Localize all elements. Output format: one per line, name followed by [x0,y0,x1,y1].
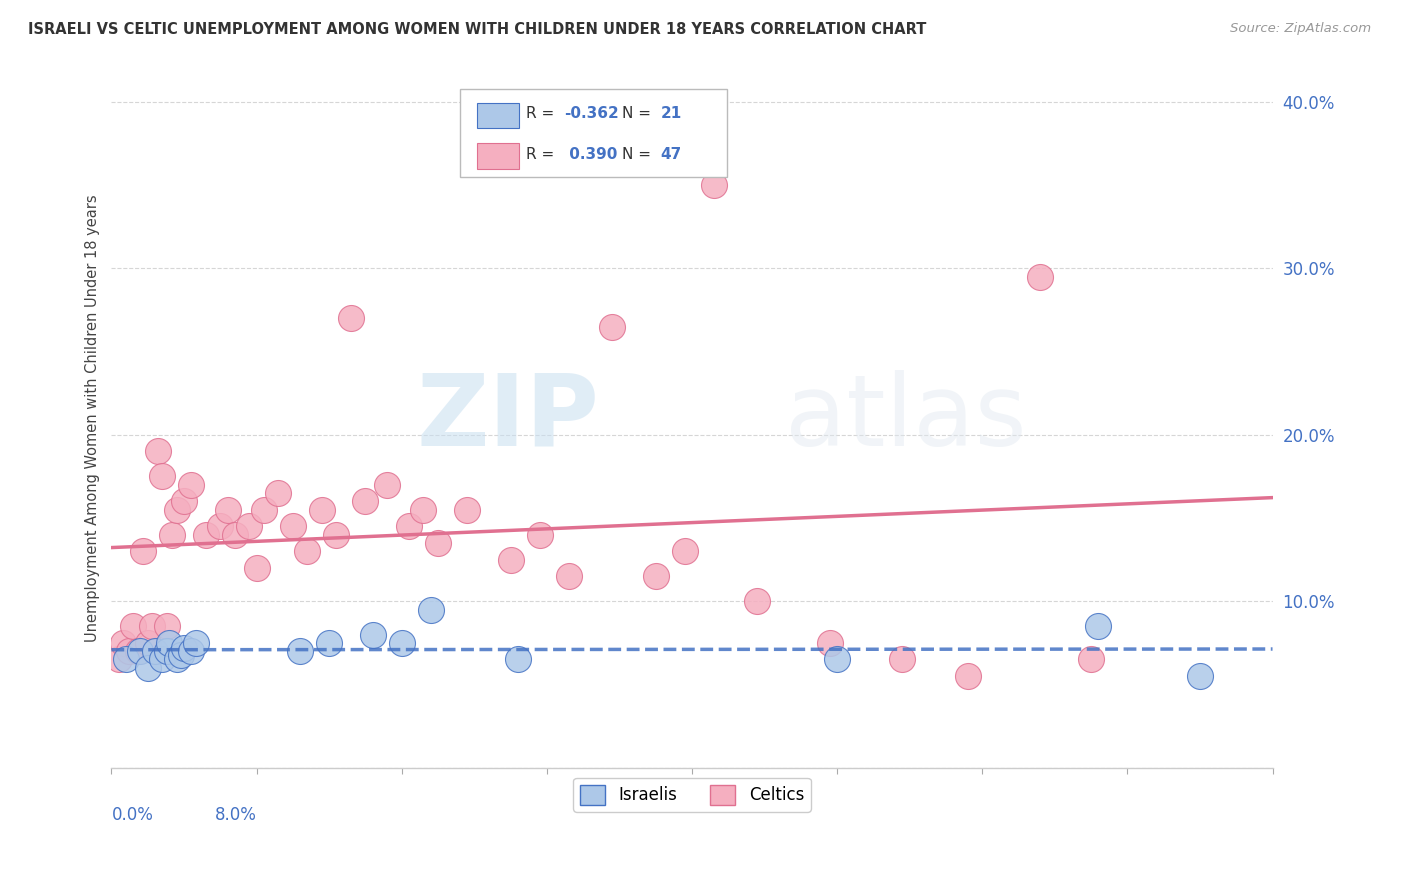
FancyBboxPatch shape [477,103,519,128]
Legend: Israelis, Celtics: Israelis, Celtics [574,778,811,812]
Point [166,502,188,516]
Point [136,636,159,650]
Point [238,519,260,533]
Point [166,652,188,666]
Point [184,636,207,650]
Point [825,652,848,666]
Point [194,527,217,541]
Point [318,636,340,650]
Point [155,644,177,658]
Point [107,652,129,666]
Point [398,519,420,533]
Text: 47: 47 [661,147,682,162]
Point [340,311,363,326]
Y-axis label: Unemployment Among Women with Children Under 18 years: Unemployment Among Women with Children U… [86,194,100,642]
Text: Source: ZipAtlas.com: Source: ZipAtlas.com [1230,22,1371,36]
Point [456,502,478,516]
Point [703,178,725,192]
Point [361,627,384,641]
Text: R =: R = [526,147,560,162]
Point [129,644,152,658]
Point [224,527,246,541]
Point [1080,652,1102,666]
FancyBboxPatch shape [477,144,519,169]
Point [311,502,333,516]
Point [245,561,267,575]
Text: atlas: atlas [785,369,1026,467]
Text: ZIP: ZIP [416,369,599,467]
Point [644,569,666,583]
Point [253,502,276,516]
Point [209,519,232,533]
FancyBboxPatch shape [460,89,727,177]
Point [557,569,579,583]
Point [155,619,177,633]
Point [600,319,623,334]
Point [673,544,696,558]
Text: R =: R = [526,106,560,121]
Point [412,502,434,516]
Point [267,486,290,500]
Point [1087,619,1109,633]
Point [1188,669,1211,683]
Point [891,652,914,666]
Point [150,469,173,483]
Text: 0.390: 0.390 [564,147,617,162]
Point [132,544,155,558]
Point [180,644,202,658]
Text: ISRAELI VS CELTIC UNEMPLOYMENT AMONG WOMEN WITH CHILDREN UNDER 18 YEARS CORRELAT: ISRAELI VS CELTIC UNEMPLOYMENT AMONG WOM… [28,22,927,37]
Point [118,644,141,658]
Point [150,652,173,666]
Point [111,636,134,650]
Point [818,636,841,650]
Text: -0.362: -0.362 [564,106,619,121]
Point [391,636,413,650]
Point [419,602,441,616]
Point [217,502,239,516]
Point [136,661,159,675]
Point [281,519,304,533]
Point [1029,269,1052,284]
Point [143,644,166,658]
Point [747,594,769,608]
Text: 0.0%: 0.0% [111,806,153,824]
Point [288,644,311,658]
Point [506,652,529,666]
Point [170,648,193,662]
Point [146,444,169,458]
Text: 8.0%: 8.0% [215,806,256,824]
Point [325,527,347,541]
Point [427,536,450,550]
Point [375,477,398,491]
Point [173,494,195,508]
Point [115,652,138,666]
Text: N =: N = [623,106,657,121]
Point [141,619,163,633]
Point [529,527,551,541]
Point [180,477,202,491]
Point [159,636,181,650]
Point [297,544,319,558]
Point [499,552,522,566]
Point [354,494,377,508]
Text: N =: N = [623,147,657,162]
Point [122,619,145,633]
Text: 21: 21 [661,106,682,121]
Point [956,669,979,683]
Point [127,644,149,658]
Point [173,640,195,655]
Point [162,527,184,541]
